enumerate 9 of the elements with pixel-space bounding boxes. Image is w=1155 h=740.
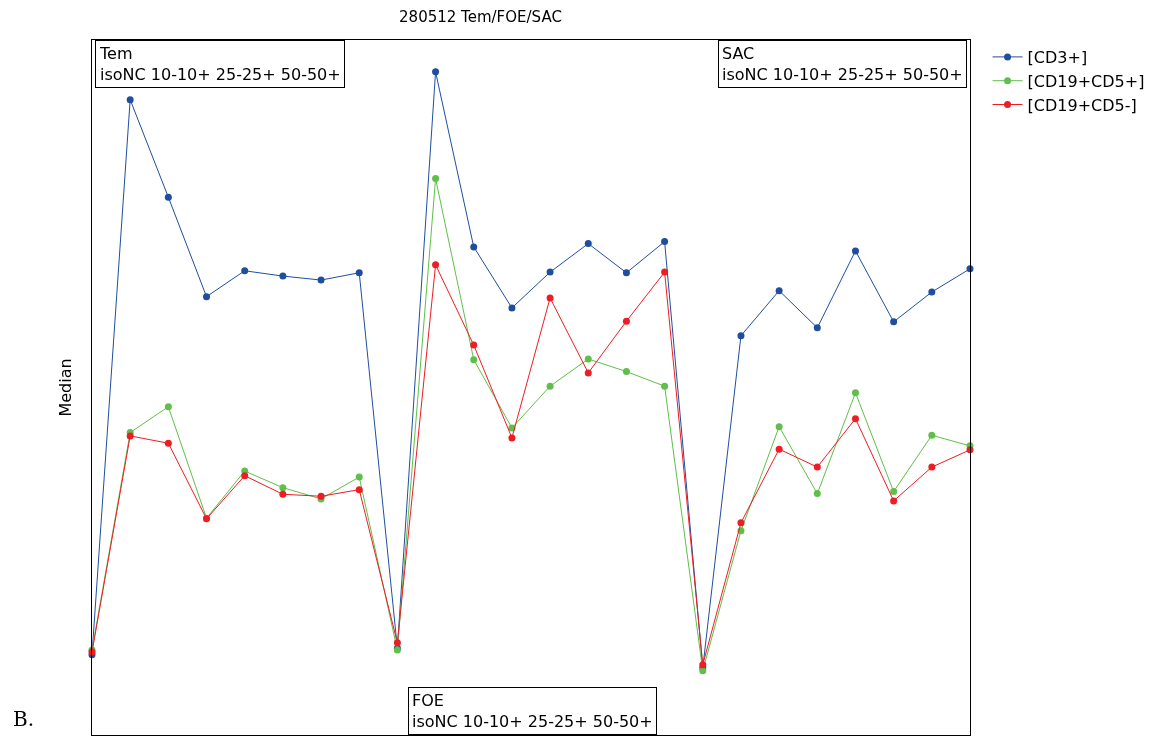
annotation: FOE isoNC 10-10+ 25-25+ 50-50+ xyxy=(412,691,653,731)
legend-label: [CD19+CD5-] xyxy=(1027,95,1137,115)
legend-label: [CD3+] xyxy=(1027,48,1088,68)
y-axis-title: Median xyxy=(55,358,75,417)
text: B. xyxy=(13,707,35,731)
legend-label: [CD19+CD5+] xyxy=(1027,71,1145,91)
chart-title: 280512 Tem/FOE/SAC xyxy=(399,7,562,26)
annotation: Tem isoNC 10-10+ 25-25+ 50-50+ xyxy=(99,44,341,84)
annotation: SAC isoNC 10-10+ 25-25+ 50-50+ xyxy=(722,44,963,84)
